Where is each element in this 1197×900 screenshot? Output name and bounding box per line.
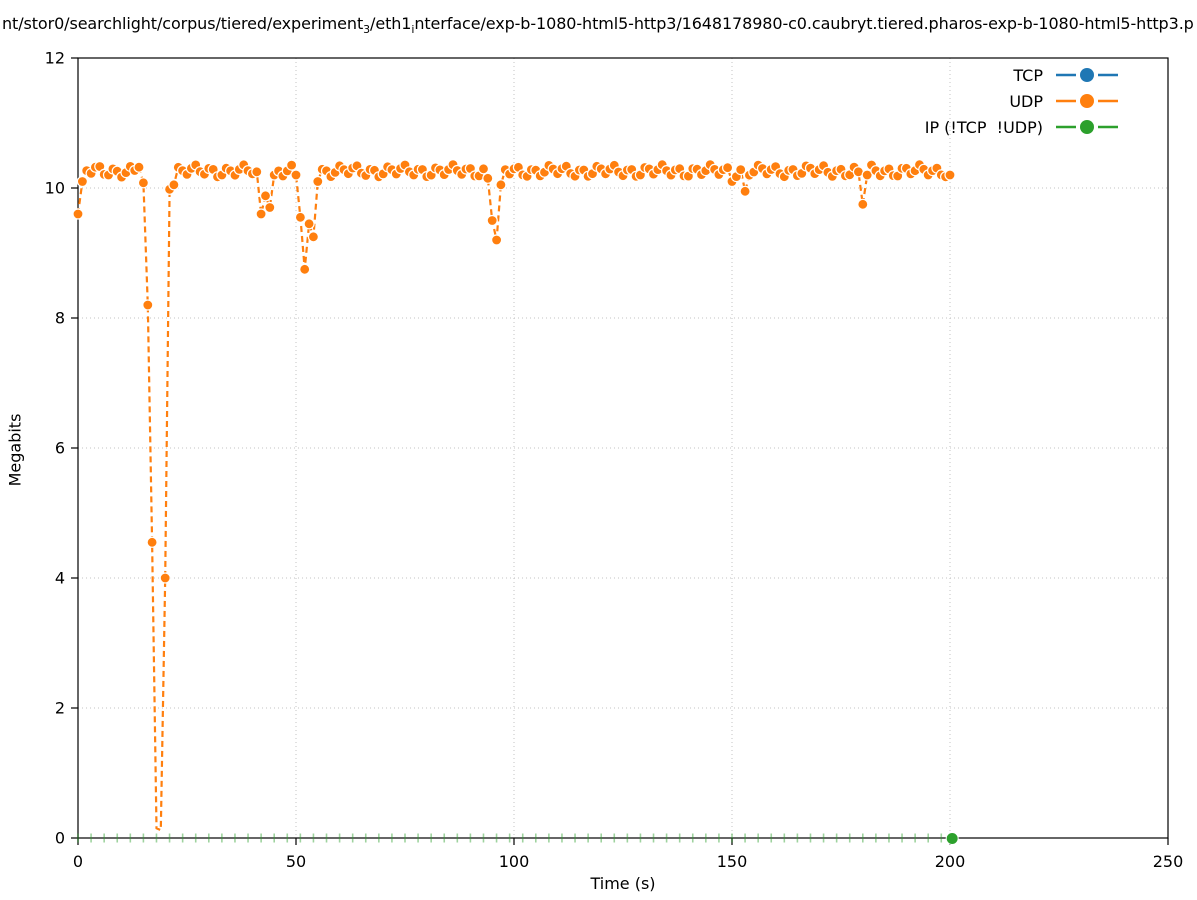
udp-marker [251,166,263,178]
udp-marker [482,172,494,184]
udp-marker [307,231,319,243]
title-subscript-i: i [411,23,415,37]
y-tick-label: 10 [45,179,65,198]
udp-series [72,159,956,832]
title-text-1: nt/stor0/searchlight/corpus/tiered/exper… [2,14,364,33]
udp-marker [76,175,89,188]
udp-marker [146,536,158,548]
udp-marker [137,177,149,189]
y-axis: 0 2 4 6 8 10 12 [45,49,78,848]
ip-end-marker [945,832,959,845]
x-tick-label: 150 [717,852,748,871]
title-text-3: nterface/exp-b-1080-html5-http3/16481789… [414,14,1194,33]
y-tick-label: 2 [55,699,65,718]
udp-marker [486,214,498,227]
udp-marker [255,208,267,220]
udp-marker [299,263,311,275]
x-tick-label: 200 [935,852,966,871]
udp-marker [303,218,315,230]
x-tick-label: 100 [499,852,530,871]
x-tick-label: 0 [73,852,83,871]
title-subscript-3: 3 [363,23,371,37]
legend-label-udp: UDP [1009,91,1043,111]
x-axis: 0 50 100 150 200 250 [73,838,1183,871]
udp-marker [159,572,171,584]
udp-marker [739,185,751,197]
udp-marker [142,299,154,311]
legend-sample-udp-line-marker-icon [1056,94,1118,108]
gridlines [78,58,1168,838]
legend-sample-ip-line-marker-icon [1056,120,1118,134]
udp-marker [286,159,298,171]
y-tick-label: 4 [55,569,65,588]
y-tick-label: 12 [45,49,65,68]
udp-marker [491,234,503,246]
udp-marker [294,211,306,223]
legend-item-tcp: TCP [925,62,1119,88]
legend-sample-tcp-line-marker-icon [1056,68,1118,82]
udp-marker [944,169,956,181]
udp-marker [133,161,145,173]
udp-marker [290,169,302,181]
udp-marker [312,175,324,188]
x-tick-label: 250 [1153,852,1184,871]
udp-marker [721,162,734,174]
legend-label-tcp: TCP [1013,65,1043,85]
title-text-2: /eth1 [370,14,412,33]
legend: TCP UDP IP (!TCP !UDP) [925,62,1119,140]
udp-marker [735,164,747,176]
udp-marker [264,201,276,214]
udp-marker [168,179,180,191]
udp-marker [259,190,272,202]
ip-series [77,833,943,843]
udp-marker [72,208,84,220]
udp-marker [857,198,869,210]
y-tick-label: 8 [55,309,65,328]
legend-label-ip: IP (!TCP !UDP) [924,117,1043,137]
plot-title: nt/stor0/searchlight/corpus/tiered/exper… [2,14,1194,36]
y-tick-label: 0 [55,829,65,848]
legend-item-ip: IP (!TCP !UDP) [925,114,1119,140]
x-tick-label: 50 [286,852,306,871]
x-axis-label: Time (s) [590,874,656,893]
udp-marker [477,163,490,175]
udp-marker [495,179,507,191]
y-tick-label: 6 [55,439,65,458]
legend-item-udp: UDP [925,88,1119,114]
udp-marker [861,169,873,181]
